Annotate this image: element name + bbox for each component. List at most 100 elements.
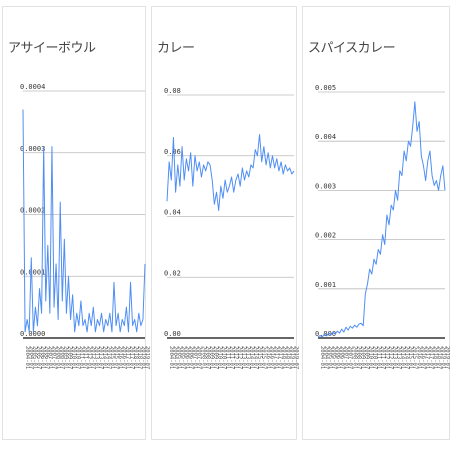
x-tick-label: 2011-07: [379, 346, 385, 369]
x-tick-label: 2007-07: [347, 346, 353, 369]
x-tick-label: 2012-07: [388, 346, 394, 369]
x-tick-label: 2019-01: [289, 346, 295, 369]
y-tick-label: 0.0004: [20, 83, 45, 91]
x-tick-label: 2005-01: [176, 346, 182, 369]
x-tick-label: 2017-01: [125, 346, 131, 369]
x-tick-label: 2005-07: [331, 346, 337, 369]
x-tick-label: 2013-01: [392, 346, 398, 369]
y-tick-label: 0.001: [315, 281, 336, 289]
x-tick-label: 2019-07: [444, 346, 450, 369]
x-tick-label: 2018-01: [432, 346, 438, 369]
x-tick-label: 2010-01: [70, 346, 76, 369]
x-tick-label: 2011-01: [375, 346, 381, 369]
x-tick-label: 2004-01: [168, 346, 174, 369]
x-tick-label: 2009-01: [208, 346, 214, 369]
x-tick-label: 2006-07: [43, 346, 49, 369]
x-tick-label: 2005-01: [32, 346, 38, 369]
x-tick-label: 2011-07: [82, 346, 88, 369]
x-tick-label: 2004-01: [24, 346, 30, 369]
x-tick-label: 2018-07: [285, 346, 291, 369]
x-tick-label: 2017-01: [273, 346, 279, 369]
x-tick-label: 2004-07: [28, 346, 34, 369]
y-tick-label: 0.0003: [20, 145, 45, 153]
x-tick-label: 2014-07: [404, 346, 410, 369]
y-tick-label: 0.02: [164, 269, 181, 277]
x-tick-label: 2008-07: [355, 346, 361, 369]
x-tick-label: 2019-07: [293, 346, 299, 369]
x-tick-label: 2011-01: [78, 346, 84, 369]
x-tick-label: 2013-07: [396, 346, 402, 369]
x-tick-label: 2008-07: [204, 346, 210, 369]
y-tick-label: 0.0002: [20, 207, 45, 215]
y-tick-label: 0.08: [164, 87, 181, 95]
chart-panel-acai: アサイーボウル 0.0000 0.0001 0.0002 0.0003 0.0004 20…: [2, 6, 150, 440]
x-tick-label: 2007-01: [47, 346, 53, 369]
y-tick-label: 0.005: [315, 84, 336, 92]
x-tick-label: 2005-01: [327, 346, 333, 369]
x-tick-label: 2019-01: [140, 346, 146, 369]
x-tick-label: 2015-01: [257, 346, 263, 369]
x-tick-label: 2006-01: [184, 346, 190, 369]
x-tick-label: 2013-07: [98, 346, 104, 369]
x-tick-label: 2018-07: [436, 346, 442, 369]
x-tick-label: 2017-07: [428, 346, 434, 369]
y-tick-label: 0.004: [315, 133, 336, 141]
x-tick-label: 2004-07: [172, 346, 178, 369]
chart-curry: 0.000.020.040.060.082004-012004-072005-0…: [164, 87, 299, 369]
x-tick-label: 2012-01: [233, 346, 239, 369]
series-line: [22, 109, 146, 333]
y-tick-label: 0.0001: [20, 268, 45, 276]
y-tick-label: 0.000: [315, 330, 336, 338]
series-line: [317, 101, 446, 338]
x-tick-label: 2017-07: [129, 346, 135, 369]
x-tick-label: 2016-01: [265, 346, 271, 369]
x-tick-label: 2006-01: [335, 346, 341, 369]
x-tick-label: 2011-01: [224, 346, 230, 369]
chart-spice-curry: 0.0000.0010.0020.0030.0040.0052004-01200…: [315, 84, 450, 369]
x-tick-label: 2016-01: [117, 346, 123, 369]
x-tick-label: 2018-01: [281, 346, 287, 369]
x-tick-label: 2013-01: [241, 346, 247, 369]
x-tick-label: 2005-07: [180, 346, 186, 369]
chart-panel-curry: カレー 0.00 0.02 0.04 0.06 0.08 2004-01 2004-07 20…: [151, 6, 299, 440]
x-tick-label: 2018-01: [132, 346, 138, 369]
x-tick-label: 2015-01: [109, 346, 115, 369]
x-tick-label: 2012-01: [384, 346, 390, 369]
x-tick-label: 2004-01: [319, 346, 325, 369]
chart-acai: 0.00000.00010.00020.00030.00042004-01200…: [20, 83, 150, 369]
x-tick-label: 2010-01: [216, 346, 222, 369]
x-tick-label: 2016-01: [416, 346, 422, 369]
chart-panel-spice-curry: スパイスカレー 0.000 0.001 0.002 0.003 0.004 0.005 20…: [302, 6, 450, 440]
x-tick-label: 2014-07: [253, 346, 259, 369]
x-tick-label: 2017-07: [277, 346, 283, 369]
x-tick-label: 2007-01: [192, 346, 198, 369]
x-tick-label: 2008-01: [200, 346, 206, 369]
x-tick-label: 2014-01: [400, 346, 406, 369]
x-tick-label: 2015-01: [408, 346, 414, 369]
chart-title-spice-curry: スパイスカレー: [308, 41, 396, 56]
x-tick-label: 2014-07: [105, 346, 111, 369]
x-tick-label: 2010-07: [74, 346, 80, 369]
x-tick-label: 2010-07: [220, 346, 226, 369]
x-tick-label: 2010-07: [371, 346, 377, 369]
x-tick-label: 2008-01: [55, 346, 61, 369]
x-tick-label: 2007-01: [343, 346, 349, 369]
x-tick-label: 2013-07: [245, 346, 251, 369]
x-tick-label: 2007-07: [196, 346, 202, 369]
x-tick-label: 2007-07: [51, 346, 57, 369]
x-tick-label: 2011-07: [228, 346, 234, 369]
chart-title-curry: カレー: [157, 41, 195, 56]
x-tick-label: 2006-07: [188, 346, 194, 369]
x-tick-label: 2013-01: [94, 346, 100, 369]
x-tick-label: 2012-01: [86, 346, 92, 369]
x-tick-label: 2016-07: [420, 346, 426, 369]
x-tick-label: 2009-01: [359, 346, 365, 369]
x-tick-label: 2015-07: [113, 346, 119, 369]
x-tick-label: 2010-01: [367, 346, 373, 369]
series-line: [166, 133, 295, 211]
x-tick-label: 2019-07: [144, 346, 150, 369]
y-tick-label: 0.002: [315, 232, 336, 240]
x-tick-label: 2018-07: [136, 346, 142, 369]
y-tick-label: 0.0000: [20, 330, 45, 338]
x-tick-label: 2014-01: [249, 346, 255, 369]
